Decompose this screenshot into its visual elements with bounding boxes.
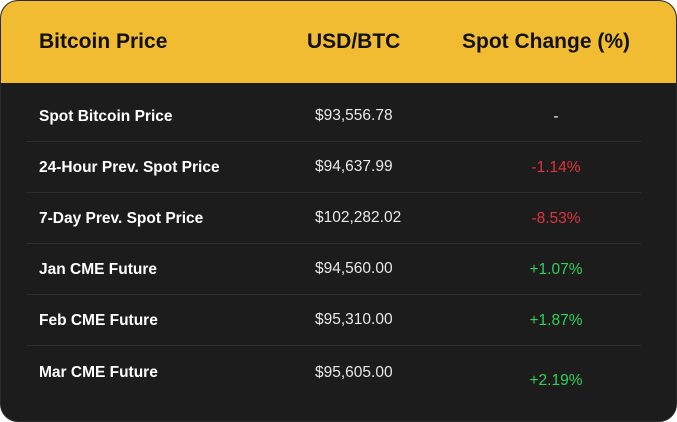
row-label: Mar CME Future: [39, 364, 158, 381]
row-label: 7-Day Prev. Spot Price: [39, 210, 204, 227]
row-price: $102,282.02: [315, 209, 402, 226]
row-change: +1.07%: [529, 261, 583, 278]
row-price: $93,556.78: [315, 107, 393, 124]
row-change: +2.19%: [529, 372, 583, 389]
table-row: Feb CME Future $95,310.00 +1.87%: [1, 295, 676, 346]
row-change: +1.87%: [529, 312, 583, 329]
row-price: $94,637.99: [315, 158, 393, 175]
row-label: Feb CME Future: [39, 312, 158, 329]
row-price: $95,605.00: [315, 364, 393, 381]
header-spot-change: Spot Change (%): [462, 30, 630, 53]
row-divider: [27, 192, 641, 193]
table-row: 24-Hour Prev. Spot Price $94,637.99 -1.1…: [1, 142, 676, 193]
table-row: Spot Bitcoin Price $93,556.78 -: [1, 91, 676, 142]
header-bitcoin-price: Bitcoin Price: [39, 30, 168, 53]
table-row: Mar CME Future $95,605.00 +2.19%: [1, 346, 676, 397]
row-change: -: [553, 108, 559, 125]
header-usd-btc: USD/BTC: [307, 30, 401, 53]
row-divider: [27, 345, 641, 346]
table-row: 7-Day Prev. Spot Price $102,282.02 -8.53…: [1, 193, 676, 244]
row-divider: [27, 141, 641, 142]
row-price: $95,310.00: [315, 311, 393, 328]
row-divider: [27, 243, 641, 244]
row-label: Spot Bitcoin Price: [39, 108, 173, 125]
row-label: 24-Hour Prev. Spot Price: [39, 159, 220, 176]
row-divider: [27, 294, 641, 295]
row-change: -1.14%: [531, 159, 581, 176]
row-price: $94,560.00: [315, 260, 393, 277]
row-change: -8.53%: [531, 210, 581, 227]
table-row: Jan CME Future $94,560.00 +1.07%: [1, 244, 676, 295]
table-header: Bitcoin Price USD/BTC Spot Change (%): [1, 1, 676, 83]
row-label: Jan CME Future: [39, 261, 157, 278]
